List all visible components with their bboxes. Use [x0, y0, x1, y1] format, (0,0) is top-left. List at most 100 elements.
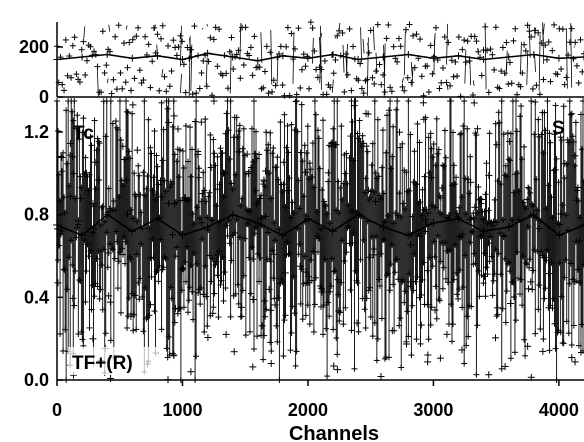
top-point [101, 69, 108, 76]
bottom-point [146, 301, 154, 309]
top-point [159, 22, 166, 29]
bottom-point [96, 295, 103, 302]
top-trace-line [366, 37, 369, 96]
bottom-point [293, 348, 300, 355]
top-point [119, 85, 126, 92]
top-point [506, 59, 513, 66]
bottom-point [428, 202, 436, 210]
bottom-point [410, 287, 417, 294]
bottom-point [116, 249, 123, 256]
bottom-point [579, 347, 584, 354]
bottom-point [187, 124, 194, 131]
top-point [455, 52, 463, 60]
bottom-point [163, 345, 170, 352]
bottom-point [235, 127, 242, 134]
top-trace-line [190, 44, 193, 91]
bottom-point [363, 295, 370, 302]
top-point [371, 80, 378, 87]
top-point [112, 33, 119, 40]
bottom-point [148, 150, 155, 157]
top-point [413, 31, 420, 38]
bottom-point [127, 312, 135, 320]
bottom-point [393, 106, 400, 113]
bottom-point [581, 261, 584, 268]
bottom-point [66, 192, 74, 200]
top-point [529, 85, 536, 92]
top-point [198, 70, 205, 77]
top-point [512, 25, 519, 32]
bottom-point [85, 253, 92, 260]
top-trace-line [334, 36, 337, 39]
bottom-point [75, 331, 82, 338]
bottom-point [211, 290, 218, 297]
bottom-point [541, 295, 548, 302]
top-point [265, 90, 272, 97]
bottom-point [249, 363, 257, 371]
bottom-point [500, 233, 508, 241]
top-point [136, 67, 143, 74]
bottom-x-tick-label: 4000 [539, 400, 579, 420]
bottom-point [334, 351, 341, 358]
bottom-y-tick-label: 0.8 [24, 205, 49, 225]
bottom-point [571, 162, 578, 169]
bottom-point [355, 135, 362, 142]
bottom-point [540, 253, 548, 261]
top-point [485, 89, 492, 96]
bottom-point [196, 165, 203, 172]
bottom-point [307, 257, 314, 264]
bottom-point [373, 357, 380, 364]
top-point [124, 64, 131, 71]
bottom-point [247, 290, 254, 297]
bottom-point [125, 109, 132, 116]
annotation-s: S [552, 118, 565, 139]
bottom-point [467, 239, 474, 246]
top-point [454, 73, 461, 80]
bottom-point [327, 288, 334, 295]
bottom-point [429, 154, 436, 161]
bottom-point [209, 309, 217, 317]
top-point [193, 90, 200, 97]
top-point [147, 84, 154, 91]
bottom-point [273, 322, 280, 329]
bottom-point [227, 98, 234, 104]
bottom-point [99, 203, 106, 210]
bottom-point [436, 192, 444, 200]
bottom-point [117, 309, 124, 316]
top-point [200, 57, 207, 64]
top-trace-line [108, 24, 111, 32]
bottom-point [424, 358, 432, 366]
top-point [274, 54, 281, 61]
bottom-point [343, 150, 350, 157]
bottom-point [268, 348, 275, 355]
bottom-point [347, 287, 354, 294]
top-trace-line [410, 61, 413, 76]
top-point [168, 68, 175, 75]
bottom-point [362, 324, 369, 331]
bottom-point [474, 322, 481, 329]
top-point [473, 38, 480, 45]
top-point [80, 38, 87, 45]
bottom-point [324, 169, 332, 177]
bottom-point [116, 98, 123, 104]
bottom-point [527, 189, 534, 196]
bottom-point [302, 168, 310, 176]
bottom-point [181, 258, 188, 265]
bottom-point [171, 304, 179, 312]
bottom-point [79, 129, 86, 136]
bottom-point [311, 98, 318, 104]
bottom-point [95, 176, 103, 184]
bottom-point [466, 215, 474, 223]
top-point [249, 72, 256, 79]
top-point [535, 29, 542, 36]
bottom-point [427, 322, 434, 329]
top-point [439, 64, 446, 71]
bottom-point [189, 146, 196, 153]
bottom-point [305, 279, 312, 286]
bottom-point [482, 191, 489, 198]
bottom-point [434, 150, 441, 157]
bottom-point [91, 293, 98, 300]
top-point [397, 43, 404, 50]
bottom-point [355, 328, 362, 335]
bottom-point [231, 229, 238, 236]
annotation-tc: Tc [73, 123, 94, 144]
